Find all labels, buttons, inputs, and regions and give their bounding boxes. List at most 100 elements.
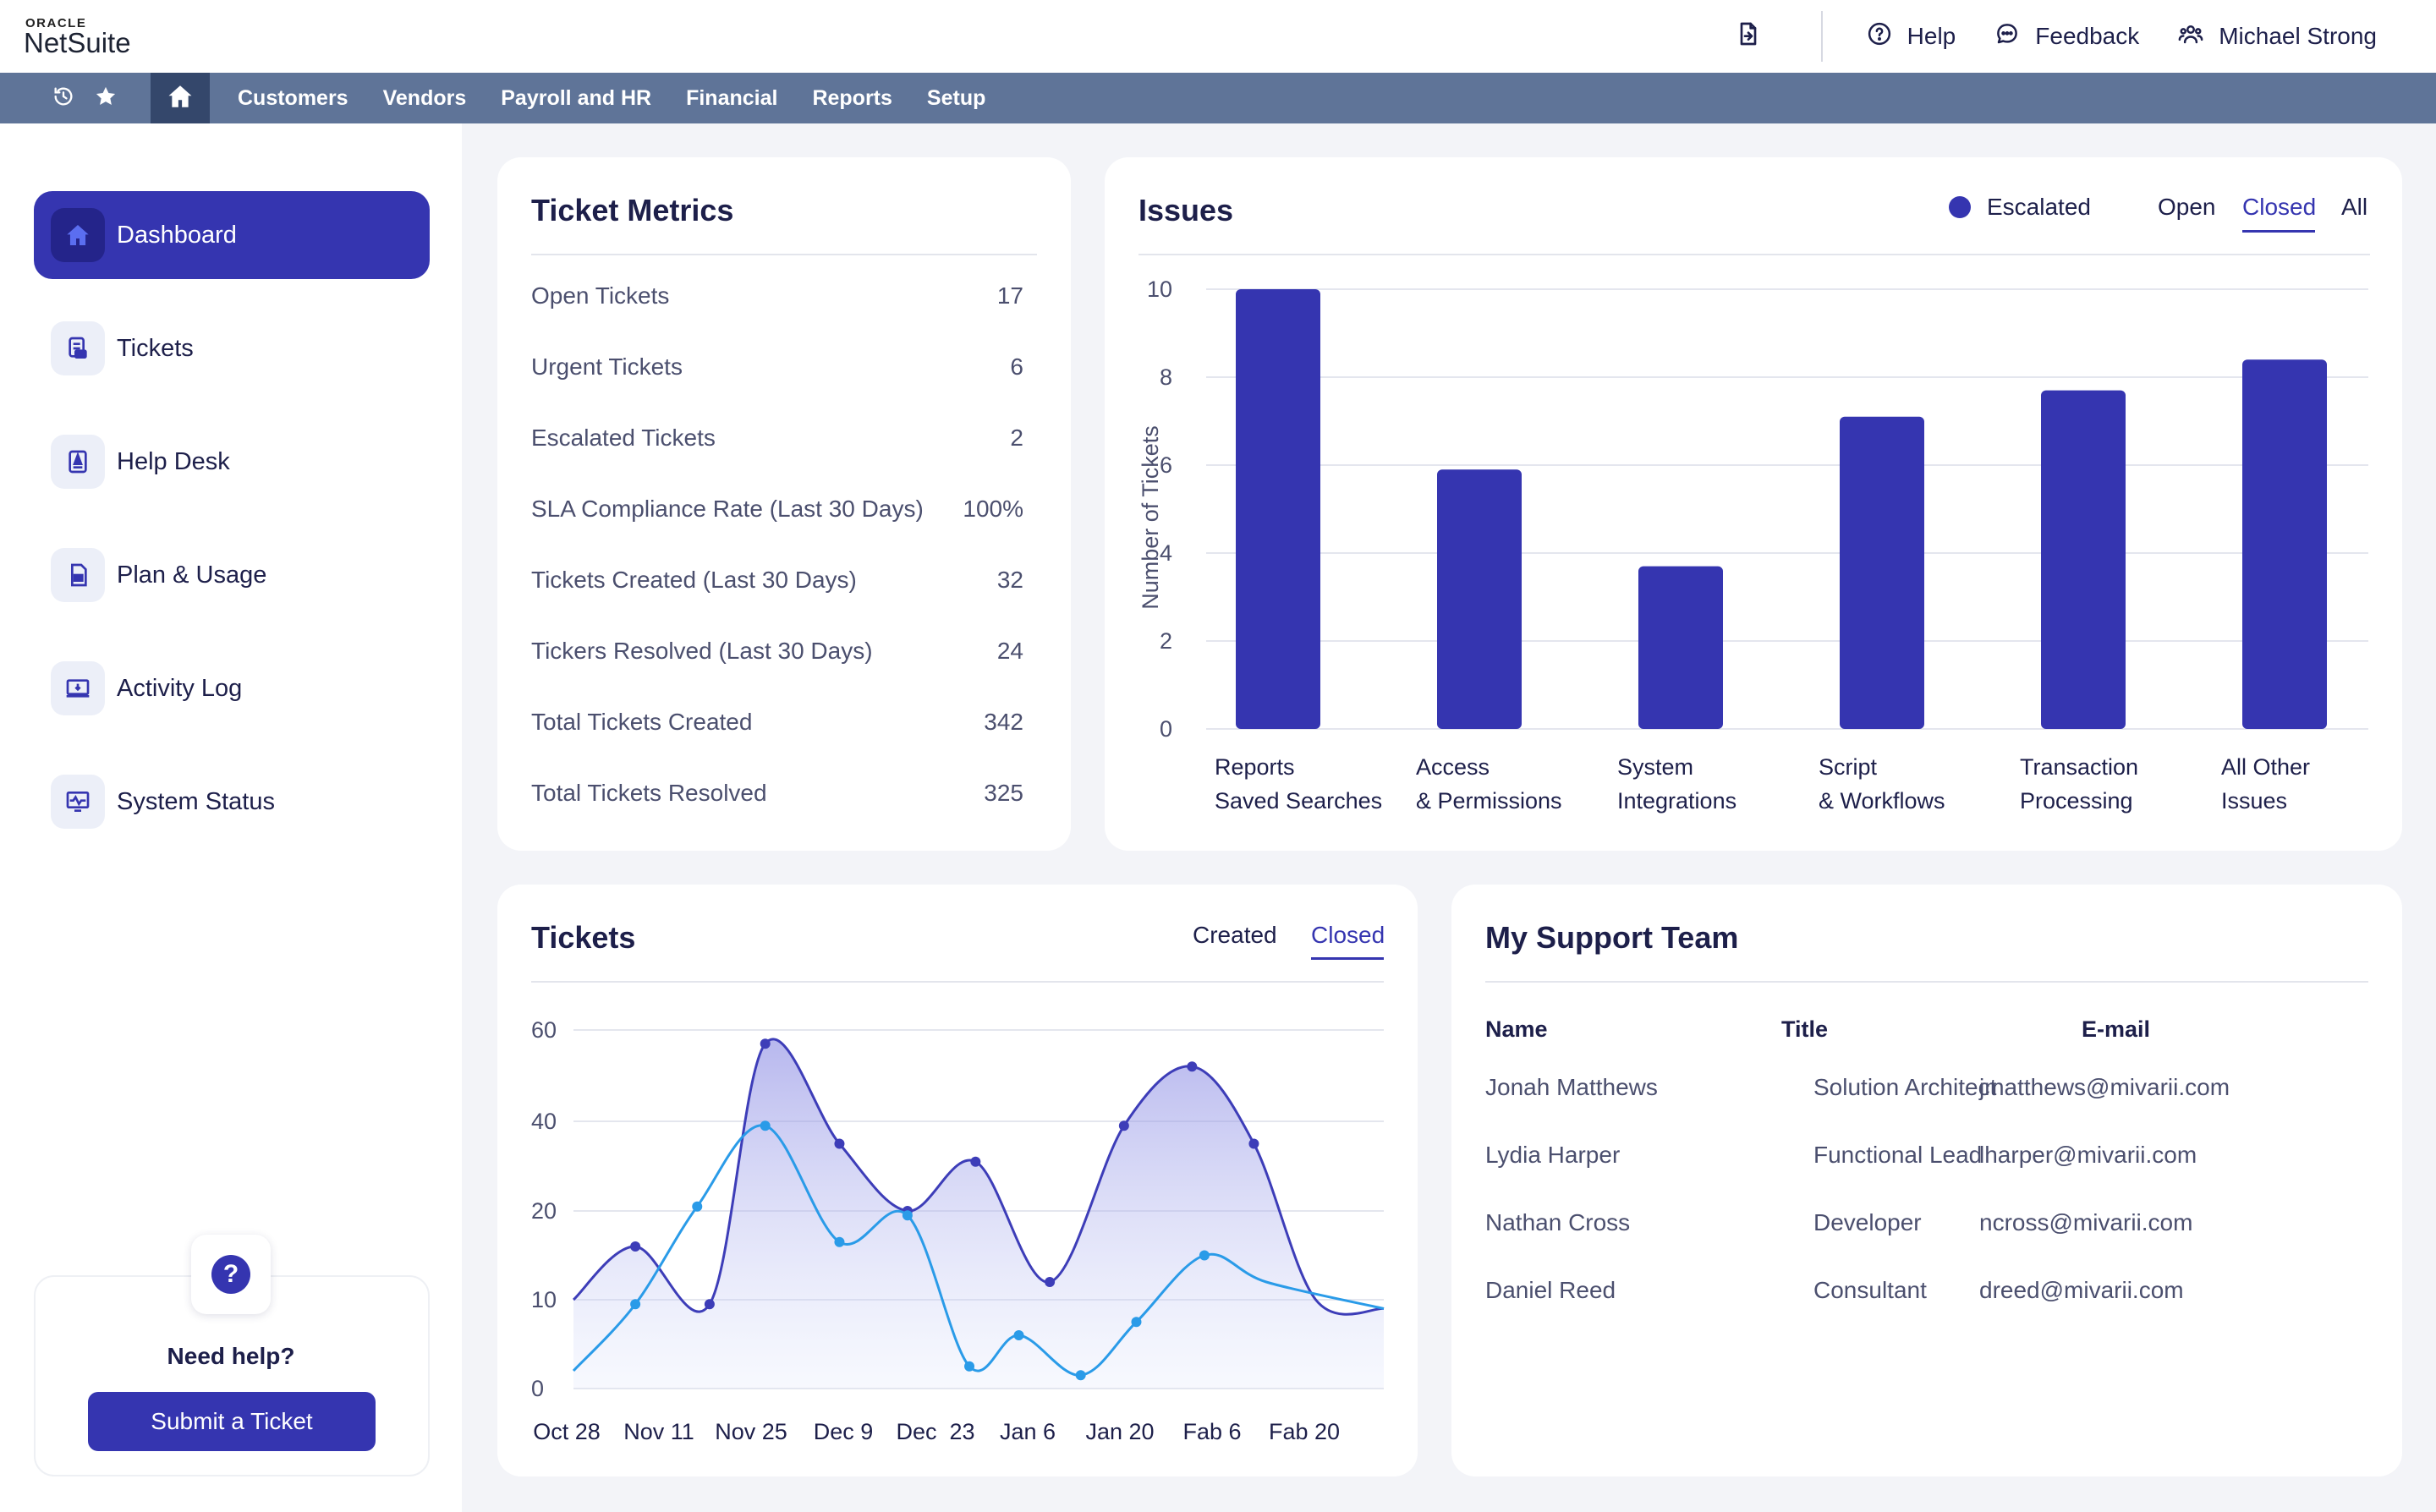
data-point — [1075, 1370, 1086, 1381]
feedback-label: Feedback — [2035, 23, 2140, 49]
question-icon: ? — [211, 1255, 250, 1294]
user-menu[interactable]: Michael Strong — [2178, 21, 2377, 52]
metric-label: Total Tickets Created — [531, 709, 753, 735]
feedback-link[interactable]: Feedback — [1994, 21, 2139, 52]
data-point — [964, 1361, 975, 1372]
tab-closed-underline — [1311, 957, 1384, 960]
support-team-title: My Support Team — [1485, 920, 1739, 955]
metric-row: SLA Compliance Rate (Last 30 Days) 100% — [531, 496, 1023, 523]
team-cell-name: Jonah Matthews — [1485, 1074, 1658, 1100]
sidebar-item-help-desk[interactable]: Help Desk — [34, 418, 430, 506]
metric-label: Urgent Tickets — [531, 353, 683, 380]
data-point — [760, 1120, 771, 1131]
support-team-card: My Support Team Name Title E-mail Jonah … — [1451, 885, 2402, 1476]
x-tick-label: Fab 6 — [1182, 1419, 1241, 1444]
x-category-label: System — [1617, 754, 1693, 780]
team-cell-email[interactable]: ncross@mivarii.com — [1979, 1209, 2193, 1235]
data-point — [1199, 1250, 1210, 1261]
y-tick-label: 0 — [531, 1376, 544, 1401]
nav-item[interactable]: Vendors — [382, 85, 467, 110]
help-label: Help — [1907, 23, 1956, 49]
bar — [1236, 289, 1320, 729]
team-cell-title: Functional Lead — [1813, 1142, 1983, 1168]
nav-item[interactable]: Customers — [238, 85, 348, 110]
x-tick-label: Jan 6 — [1000, 1419, 1056, 1444]
sidebar-item-tickets[interactable]: Tickets — [34, 304, 430, 392]
top-header: ORACLE NetSuite Help Feedback Michael St… — [0, 0, 2436, 73]
data-point — [704, 1299, 715, 1310]
y-tick-label: 4 — [1160, 540, 1172, 566]
netsuite-logo[interactable]: NetSuite — [24, 27, 131, 58]
x-tick-label: Dec 23 — [896, 1419, 974, 1444]
tab-closed-underline — [2242, 230, 2315, 233]
y-tick-label: 2 — [1160, 628, 1172, 654]
data-point — [1118, 1120, 1129, 1131]
favorites-button[interactable] — [85, 73, 127, 123]
bar — [1437, 469, 1522, 729]
x-category-label: Script — [1819, 754, 1878, 780]
legend-label-escalated: Escalated — [1987, 194, 2091, 220]
x-category-label: Reports — [1215, 754, 1295, 780]
data-point — [692, 1201, 703, 1212]
help-circle-icon — [1867, 21, 1907, 52]
sidebar-item-label: Dashboard — [117, 221, 237, 249]
top-actions: Help Feedback Michael Strong — [1696, 0, 2377, 73]
team-cell-name: Daniel Reed — [1485, 1277, 1616, 1303]
team-cell-email[interactable]: dreed@mivarii.com — [1979, 1277, 2184, 1303]
divider — [1138, 254, 2370, 255]
nav-item[interactable]: Reports — [812, 85, 892, 110]
metric-row: Escalated Tickets 2 — [531, 425, 1023, 452]
x-tick-label: Jan 20 — [1085, 1419, 1154, 1444]
sidebar-item-activity-log[interactable]: Activity Log — [34, 644, 430, 732]
submit-ticket-button[interactable]: Submit a Ticket — [88, 1392, 376, 1451]
tab-closed[interactable]: Closed — [1311, 922, 1385, 948]
data-point — [1131, 1317, 1142, 1328]
sidebar-item-plan-usage[interactable]: Plan & Usage — [34, 531, 430, 619]
x-category-label: Saved Searches — [1215, 788, 1382, 814]
metric-label: Tickets Created (Last 30 Days) — [531, 567, 857, 593]
data-point — [1013, 1330, 1024, 1340]
column-header-name: Name — [1485, 1016, 1548, 1042]
metric-row: Total Tickets Created 342 — [531, 709, 1023, 736]
nav-item[interactable]: Financial — [686, 85, 778, 110]
home-nav-button[interactable] — [151, 73, 210, 123]
team-cell-name: Lydia Harper — [1485, 1142, 1621, 1168]
data-point — [834, 1138, 845, 1149]
metric-label: SLA Compliance Rate (Last 30 Days) — [531, 496, 924, 522]
divider — [531, 254, 1037, 255]
data-point — [1045, 1277, 1056, 1287]
y-tick-label: 6 — [1160, 452, 1172, 478]
ticket-metrics-card: Ticket Metrics Open Tickets 17 Urgent Tick… — [497, 157, 1071, 851]
metric-value: 2 — [1010, 425, 1023, 451]
nav-item[interactable]: Setup — [926, 85, 986, 110]
ticket-metrics-title: Ticket Metrics — [531, 193, 734, 227]
team-cell-title: Consultant — [1813, 1277, 1927, 1303]
team-cell-email[interactable]: jmatthews@mivarii.com — [1979, 1074, 2230, 1100]
tab-closed[interactable]: Closed — [2242, 194, 2317, 220]
header-divider — [1820, 11, 1823, 62]
metric-label: Open Tickets — [531, 282, 670, 309]
x-category-label: Issues — [2221, 788, 2287, 814]
sidebar-item-system-status[interactable]: System Status — [34, 758, 430, 846]
tab-open[interactable]: Open — [2158, 194, 2216, 220]
tab-all[interactable]: All — [2341, 194, 2368, 220]
y-tick-label: 60 — [531, 1017, 557, 1043]
x-category-label: Integrations — [1617, 788, 1736, 814]
help-link[interactable]: Help — [1867, 21, 1956, 52]
team-cell-email[interactable]: lharper@mivarii.com — [1979, 1142, 2197, 1168]
help-badge: ? — [191, 1235, 271, 1314]
y-tick-label: 40 — [531, 1109, 557, 1134]
file-export-button[interactable] — [1735, 20, 1777, 53]
team-cell-name: Nathan Cross — [1485, 1209, 1631, 1235]
divider — [531, 981, 1384, 983]
y-tick-label: 10 — [531, 1287, 557, 1312]
tab-created[interactable]: Created — [1193, 922, 1277, 948]
nav-menu: Customers Vendors Payroll and HR Financial R… — [238, 73, 1020, 123]
series-area — [573, 1038, 1384, 1389]
nav-item[interactable]: Payroll and HR — [501, 85, 652, 110]
sidebar-item-dashboard[interactable]: Dashboard — [34, 191, 430, 279]
y-tick-label: 8 — [1160, 364, 1172, 390]
oracle-logo: ORACLE — [25, 16, 87, 30]
history-button[interactable] — [42, 73, 85, 123]
sidebar-item-label: System Status — [117, 787, 275, 815]
